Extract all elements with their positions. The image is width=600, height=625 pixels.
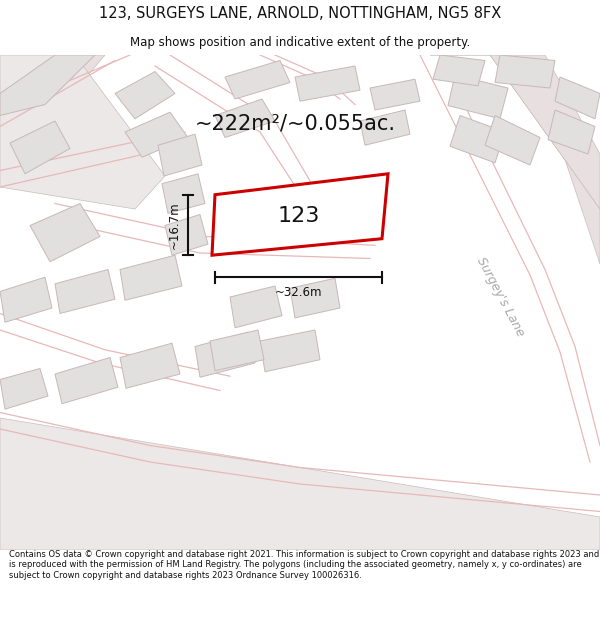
Polygon shape [548,110,595,154]
Polygon shape [120,343,180,388]
Polygon shape [555,77,600,119]
Polygon shape [0,278,52,322]
Polygon shape [450,116,505,162]
Polygon shape [0,418,600,550]
Polygon shape [55,269,115,314]
Polygon shape [162,174,205,213]
Text: Contains OS data © Crown copyright and database right 2021. This information is : Contains OS data © Crown copyright and d… [9,550,599,580]
Polygon shape [195,332,255,378]
Polygon shape [433,55,485,86]
Polygon shape [30,204,100,262]
Polygon shape [215,99,275,138]
Polygon shape [115,71,175,119]
Polygon shape [370,79,420,110]
Polygon shape [125,112,188,158]
Polygon shape [0,55,105,143]
Polygon shape [165,214,208,255]
Polygon shape [55,357,118,404]
Polygon shape [0,369,48,409]
Text: 123, SURGEYS LANE, ARNOLD, NOTTINGHAM, NG5 8FX: 123, SURGEYS LANE, ARNOLD, NOTTINGHAM, N… [99,6,501,21]
Text: ~16.7m: ~16.7m [167,201,181,249]
Polygon shape [120,255,182,300]
Polygon shape [490,55,600,209]
Polygon shape [295,66,360,101]
Polygon shape [290,278,340,318]
Polygon shape [0,55,165,209]
Text: ~32.6m: ~32.6m [275,286,322,299]
Text: ~222m²/~0.055ac.: ~222m²/~0.055ac. [194,113,395,133]
Text: 123: 123 [278,206,320,226]
Polygon shape [158,134,202,176]
Polygon shape [495,55,555,88]
Polygon shape [0,55,95,116]
Polygon shape [212,174,388,255]
Polygon shape [230,286,282,328]
Polygon shape [10,121,70,174]
Polygon shape [260,330,320,372]
Polygon shape [430,55,600,264]
Polygon shape [210,330,264,371]
Text: Surgey's Lane: Surgey's Lane [473,255,526,339]
Polygon shape [448,75,508,119]
Polygon shape [225,61,290,99]
Polygon shape [360,110,410,145]
Text: Map shows position and indicative extent of the property.: Map shows position and indicative extent… [130,36,470,49]
Polygon shape [485,116,540,165]
